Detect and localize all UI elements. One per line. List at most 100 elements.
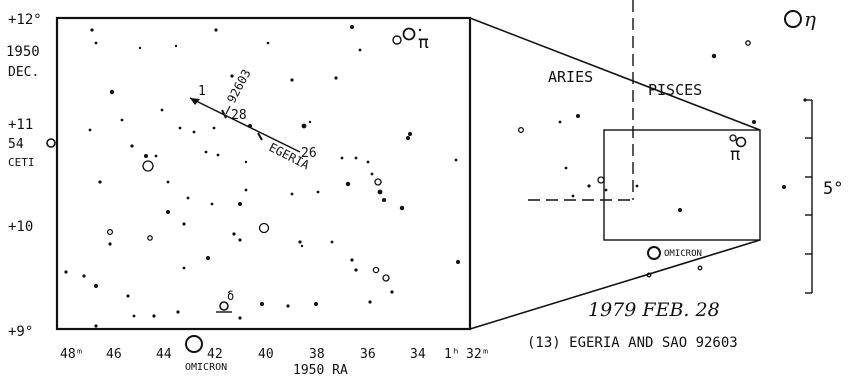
star: [350, 25, 354, 29]
right-star-pi-circle-2: [735, 136, 747, 148]
star: [244, 188, 248, 192]
caption-title: (13) EGERIA AND SAO 92603: [527, 335, 738, 351]
star: [82, 274, 86, 278]
star: [192, 130, 196, 134]
star: [308, 120, 312, 124]
egeria-label-mid: 28: [231, 108, 247, 123]
star: [354, 268, 358, 272]
star: [782, 185, 786, 189]
star: [154, 154, 158, 158]
ra-axis-title: 1950 RA: [293, 363, 348, 376]
star: [290, 78, 294, 82]
star: [350, 258, 354, 262]
star-omicron-label: OMICRON: [185, 362, 227, 373]
star-54-ceti-circle: [46, 138, 56, 148]
star: [399, 205, 405, 211]
right-panel-field-box: [603, 129, 761, 241]
star: [408, 132, 412, 136]
star: [144, 154, 148, 158]
star-omicron-circle: [185, 335, 203, 353]
ra-tick-label: 32ᵐ: [466, 347, 489, 362]
star: [678, 208, 682, 212]
star: [587, 184, 591, 188]
star: [300, 244, 304, 248]
star-pi-label: π: [418, 32, 429, 53]
star: [90, 28, 94, 32]
star: [390, 290, 394, 294]
star: [597, 176, 605, 184]
star: [576, 114, 580, 118]
egeria-label-start: 1: [198, 84, 206, 99]
egeria-path: 1 28 26 EGERIA: [189, 84, 317, 173]
ra-tick-label: 38: [309, 347, 325, 362]
star-pi-circle: [392, 35, 402, 45]
star: [64, 270, 68, 274]
star: [132, 314, 136, 318]
star: [290, 192, 294, 196]
star: [238, 202, 242, 206]
star: [418, 28, 422, 32]
ra-tick-label: 34: [410, 347, 426, 362]
egeria-label-end: 26: [301, 146, 317, 161]
sao-pointer: [225, 105, 231, 115]
star: [94, 41, 98, 45]
dec-tick-label: +10: [8, 219, 33, 235]
right-star-omicron-label: OMICRON: [664, 249, 702, 259]
star: [166, 210, 170, 214]
right-star-pi-label: π: [730, 145, 740, 165]
star: [454, 158, 458, 162]
dec-axis-title-2: DEC.: [8, 65, 39, 80]
star: [258, 222, 270, 234]
star: [354, 156, 358, 160]
star: [142, 160, 154, 172]
star-54-ceti-number: 54: [8, 137, 24, 152]
star: [298, 240, 302, 244]
star-eta-label: η: [804, 7, 816, 31]
star: [232, 232, 236, 236]
star: [94, 324, 98, 328]
star: [214, 28, 218, 32]
star: [212, 126, 216, 130]
star: [571, 194, 575, 198]
star: [517, 126, 525, 134]
star: [176, 310, 180, 314]
star-delta-label: δ: [227, 289, 234, 303]
sao-label: 92603: [224, 67, 253, 105]
star: [646, 272, 652, 278]
right-star-omicron-circle: [647, 246, 661, 260]
star: [206, 256, 210, 260]
star: [604, 188, 608, 192]
star: [334, 76, 338, 80]
ra-tick-label: 42: [207, 347, 223, 362]
egeria-tick-26: [257, 132, 263, 141]
right-star-pi-circle: [729, 134, 737, 142]
star: [182, 266, 186, 270]
star: [230, 74, 234, 78]
star: [345, 181, 351, 187]
dec-tick-label: +12°: [8, 12, 42, 28]
ra-tick-label: 46: [106, 347, 122, 362]
connector-bottom: [469, 239, 761, 330]
star: [244, 160, 248, 164]
star: [238, 238, 242, 242]
egeria-track-line: [189, 97, 301, 153]
constellation-aries-label: ARIES: [548, 68, 593, 86]
star: [697, 265, 703, 271]
dec-axis-title-1: 1950: [6, 44, 40, 60]
star-delta-circle: [219, 301, 229, 311]
star: [260, 302, 264, 306]
star: [372, 266, 380, 274]
star: [377, 189, 383, 195]
star: [330, 240, 334, 244]
star-pi-circle-2: [402, 27, 416, 41]
star: [178, 126, 182, 130]
star: [138, 46, 142, 50]
star: [108, 242, 112, 246]
star: [301, 123, 307, 129]
dec-tick-label: +9°: [8, 324, 33, 340]
scale-bar: 5°: [805, 99, 843, 294]
star: [340, 156, 344, 160]
star: [266, 41, 270, 45]
star: [635, 184, 639, 188]
